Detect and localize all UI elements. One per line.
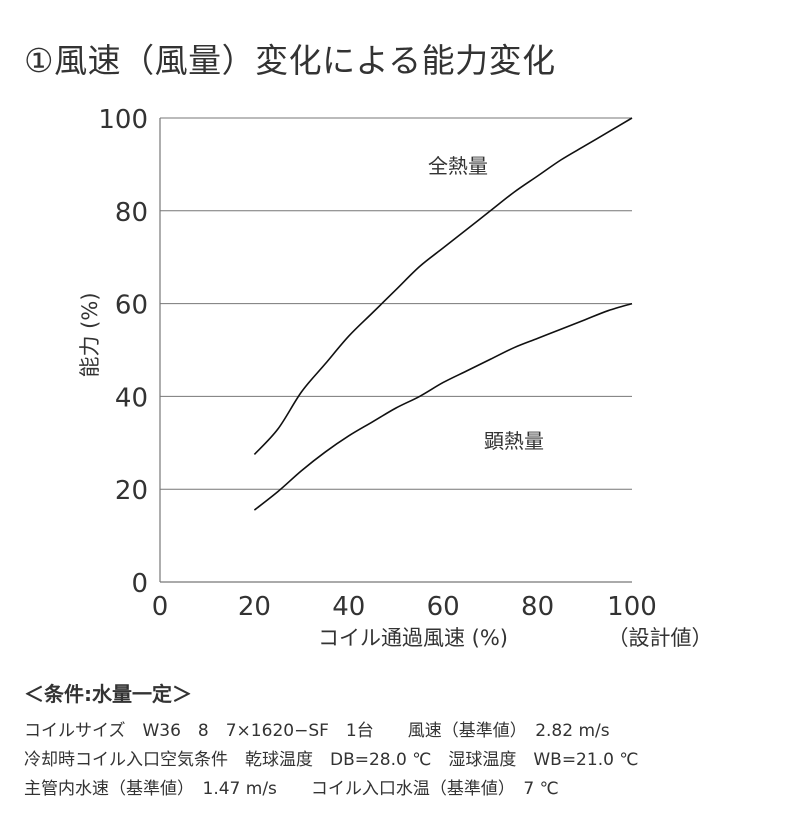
condition-line: コイルサイズ W36 8 7×1620−SF 1台 風速（基準値） 2.82 m… <box>24 721 610 741</box>
grid-lines <box>160 117 632 490</box>
x-tick-label: 40 <box>332 592 365 622</box>
x-tick-label: 60 <box>427 592 460 622</box>
y-tick-label: 20 <box>115 476 148 506</box>
series-line-total-heat <box>253 117 633 455</box>
y-axis-label: 能力 (%) <box>78 292 102 377</box>
y-tick-label: 0 <box>131 569 148 599</box>
series-line-sensible-heat <box>253 302 633 511</box>
page-title: ①風速（風量）変化による能力変化 <box>24 41 556 80</box>
series-label-sensible-heat: 顕熱量 <box>484 429 544 453</box>
capacity-chart: 0 20 40 60 80 100 0 20 40 60 80 100 コイル通過風速 (%) （設計… <box>78 105 713 650</box>
condition-line: 冷却時コイル入口空気条件 乾球温度 DB=28.0 ℃ 湿球温度 WB=21.0… <box>24 750 639 770</box>
y-tick-label: 40 <box>115 383 148 413</box>
series-label-total-heat: 全熱量 <box>428 154 488 178</box>
x-tick-label: 100 <box>607 592 657 622</box>
y-tick-label: 80 <box>115 198 148 228</box>
axes <box>159 118 632 583</box>
x-axis-label: コイル通過風速 (%) <box>318 626 508 650</box>
x-tick-label: 20 <box>238 592 271 622</box>
y-tick-label: 100 <box>98 105 148 135</box>
y-tick-label: 60 <box>115 291 148 321</box>
x-tick-label: 80 <box>521 592 554 622</box>
condition-line: 主管内水速（基準値） 1.47 m/s コイル入口水温（基準値） 7 ℃ <box>24 779 559 799</box>
conditions-heading: ＜条件:水量一定＞ <box>24 682 192 706</box>
series-lines <box>253 117 633 511</box>
x-axis-note: （設計値） <box>608 626 713 650</box>
tick-labels: 0 20 40 60 80 100 0 20 40 60 80 100 <box>98 105 656 622</box>
x-tick-label: 0 <box>152 592 169 622</box>
